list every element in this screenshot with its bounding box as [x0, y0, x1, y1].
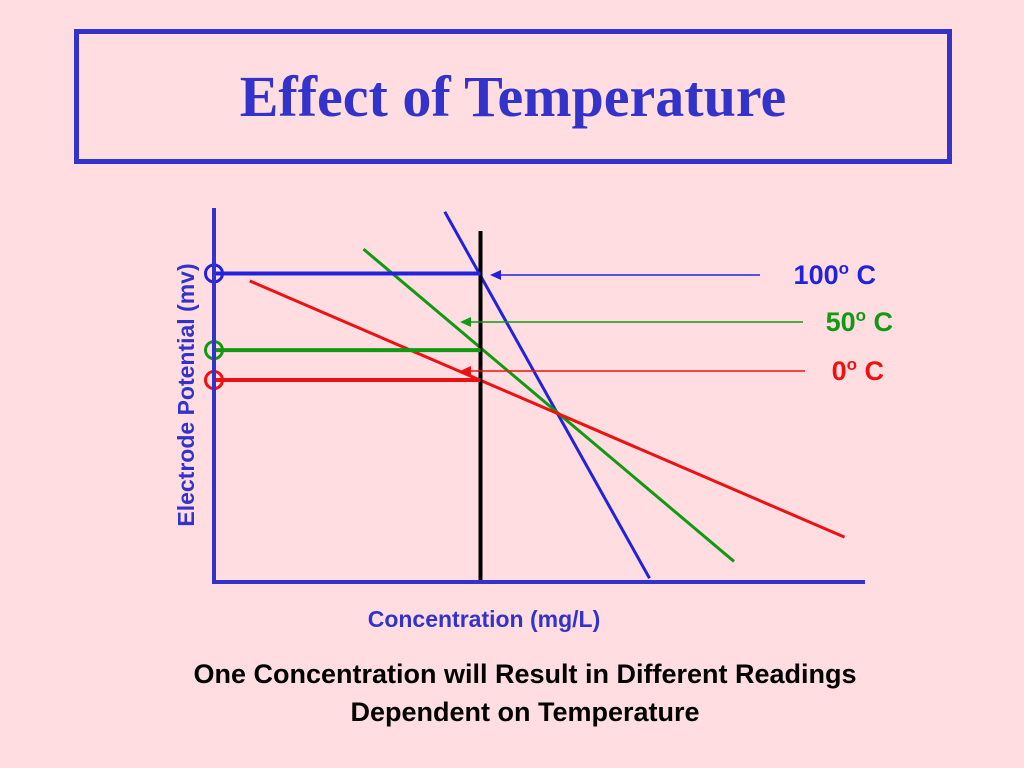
legend-value: 50	[826, 307, 856, 337]
legend-unit: C	[849, 260, 876, 290]
legend-arrow-head-50	[460, 317, 471, 327]
series-lines	[249, 211, 846, 579]
series-line-100	[443, 211, 651, 579]
legend-unit: C	[857, 356, 884, 386]
legend-arrow-head-0	[460, 366, 471, 376]
title-box: Effect of Temperature	[74, 29, 952, 164]
y-axis-label: Electrode Potential (mv)	[173, 263, 199, 526]
caption: One Concentration will Result in Differe…	[0, 655, 1024, 731]
legend-unit: C	[866, 307, 893, 337]
legend-label-50: 50o C	[826, 306, 893, 337]
legend-label-100: 100o C	[794, 259, 876, 290]
legend-label-0: 0o C	[832, 355, 884, 386]
legend-arrow-head-100	[490, 270, 501, 280]
readings	[204, 263, 481, 391]
legend-degree: o	[847, 355, 857, 374]
axes	[212, 208, 865, 584]
legend-degree: o	[856, 306, 866, 325]
series-line-50	[362, 247, 735, 563]
x-axis-label: Concentration (mg/L)	[368, 606, 601, 632]
page-title: Effect of Temperature	[239, 64, 787, 129]
legend-value: 0	[832, 356, 847, 386]
legend-degree: o	[839, 259, 849, 278]
series-line-0	[249, 279, 846, 539]
legend-value: 100	[794, 260, 839, 290]
caption-line-1: One Concentration will Result in Differe…	[193, 659, 857, 689]
caption-line-2: Dependent on Temperature	[350, 697, 700, 727]
